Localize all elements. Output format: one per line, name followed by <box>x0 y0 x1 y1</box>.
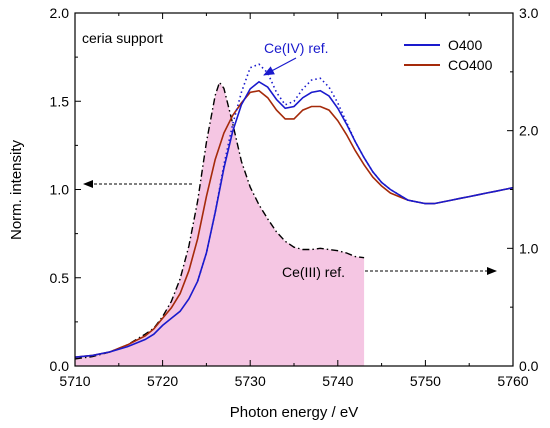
ticks: 5710 5720 5730 5740 5750 57600.00.51.01.52.00… <box>50 5 539 389</box>
y2-tick-label: 1.0 <box>519 240 539 256</box>
y2-tick-label: 3.0 <box>519 5 539 21</box>
plot-area <box>74 63 514 367</box>
ce-iv-ref-label: Ce(IV) ref. <box>264 40 329 56</box>
ce-iii-ref-fill <box>75 82 365 367</box>
y-tick-label: 1.5 <box>50 93 70 109</box>
x-tick-label: 5750 <box>410 373 441 389</box>
y-tick-label: 0.0 <box>50 358 70 374</box>
y2-tick-label: 2.0 <box>519 123 539 139</box>
x-axis-title: Photon energy / eV <box>230 404 358 421</box>
y-tick-label: 0.5 <box>50 270 70 286</box>
y-axis-title: Norm. intensity <box>8 139 25 240</box>
legend: O400 CO400 <box>404 37 493 73</box>
x-tick-label: 5720 <box>147 373 178 389</box>
x-tick-label: 5710 <box>59 373 90 389</box>
x-tick-label: 5730 <box>235 373 266 389</box>
ce-iv-ref-arrow <box>263 57 297 76</box>
o400-line <box>74 80 514 358</box>
ce-iv-ref-line <box>196 63 426 282</box>
y2-tick-label: 0.0 <box>519 358 539 374</box>
y-tick-label: 1.0 <box>50 182 70 198</box>
x-tick-label: 5760 <box>497 373 528 389</box>
y-tick-label: 2.0 <box>50 5 70 21</box>
ce-iii-ref-line <box>74 80 365 360</box>
sample-label: ceria support <box>82 30 163 46</box>
legend-co400-label: CO400 <box>448 57 493 73</box>
legend-o400-label: O400 <box>448 37 482 53</box>
ce-iii-ref-label: Ce(III) ref. <box>282 264 345 280</box>
x-tick-label: 5740 <box>322 373 353 389</box>
